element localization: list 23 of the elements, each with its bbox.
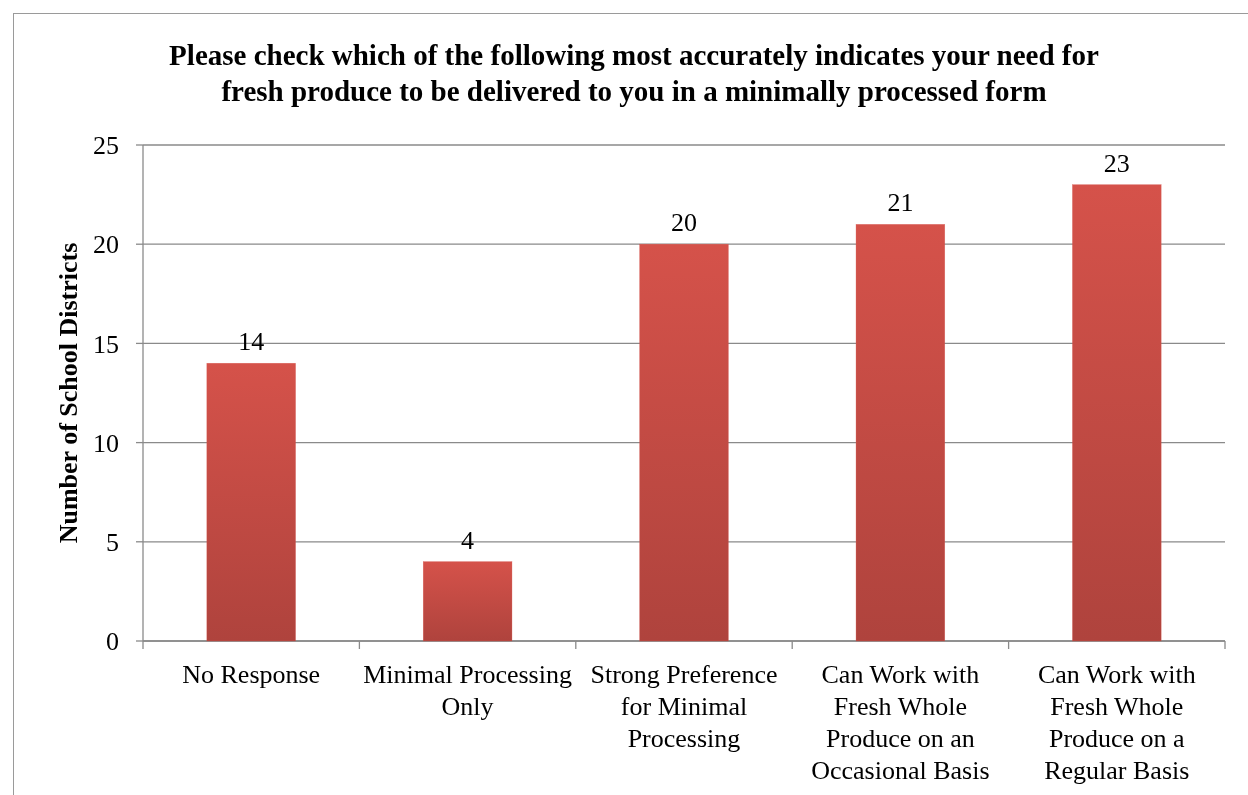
y-tick-label: 25 <box>93 131 119 161</box>
x-tick-label: No Response <box>182 660 321 689</box>
x-tick-label: Can Work with Fresh Whole Produce on a Regular Basis <box>1037 660 1196 785</box>
y-axis-title: Number of School Districts <box>54 242 83 544</box>
data-label: 4 <box>461 525 475 555</box>
data-label: 14 <box>238 327 265 357</box>
y-tick-label: 5 <box>106 527 119 557</box>
data-label: 20 <box>671 208 697 238</box>
y-tick-label: 10 <box>93 428 119 458</box>
bar <box>1072 184 1162 642</box>
data-label: 23 <box>1103 148 1130 178</box>
bar <box>639 243 729 642</box>
bar <box>422 561 513 642</box>
y-tick-label: 15 <box>93 329 119 359</box>
bar <box>206 362 296 642</box>
y-tick-label: 20 <box>93 230 119 260</box>
x-tick-label: Minimal Processing Only <box>363 660 572 721</box>
x-tick-label: Strong Preference for Minimal Processing <box>590 660 778 753</box>
data-label: 21 <box>887 188 914 218</box>
x-tick-label: Can Work with Fresh Whole Produce on an Occasional Basis <box>811 660 990 785</box>
chart-title: Please check which of the following most accurately indicates your need for fresh produce to be delivered to you in a minimally processed form <box>169 39 1099 107</box>
y-tick-label: 0 <box>106 627 119 657</box>
bar <box>855 224 946 642</box>
